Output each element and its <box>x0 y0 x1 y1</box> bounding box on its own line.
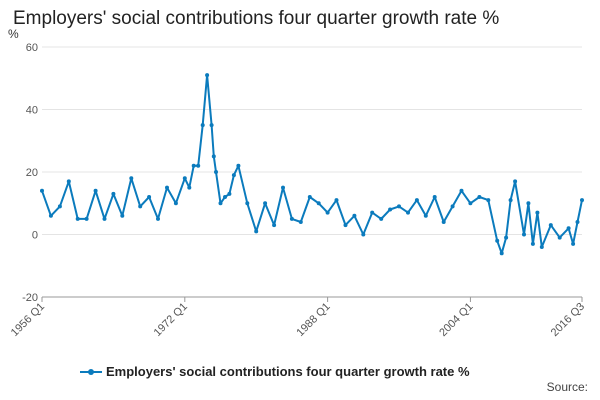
data-point-4 <box>75 216 80 221</box>
data-point-7 <box>102 216 107 221</box>
data-point-62 <box>513 179 518 184</box>
data-point-45 <box>379 216 384 221</box>
series-line-0 <box>41 74 583 255</box>
data-point-64 <box>526 201 531 206</box>
data-point-48 <box>406 210 410 215</box>
data-point-11 <box>138 204 143 209</box>
data-point-14 <box>165 185 169 190</box>
data-point-49 <box>414 198 419 203</box>
legend-label: Employers' social contributions four qua… <box>106 364 470 379</box>
data-point-58 <box>495 238 500 243</box>
data-point-24 <box>214 170 218 174</box>
data-point-8 <box>111 191 116 196</box>
data-point-66 <box>535 210 540 215</box>
data-point-59 <box>499 251 504 256</box>
data-point-69 <box>557 235 562 240</box>
gridlines <box>42 46 582 298</box>
data-point-61 <box>508 198 513 203</box>
x-tick-label-0: 1956 Q1 <box>9 301 47 339</box>
data-point-17 <box>187 185 192 190</box>
y-tick-label-1: 0 <box>32 230 38 242</box>
data-point-0 <box>40 188 44 193</box>
data-point-19 <box>196 163 201 168</box>
data-point-60 <box>504 235 509 240</box>
data-point-40 <box>334 198 339 203</box>
y-tick-label-0: -20 <box>22 292 38 304</box>
legend-line-marker-icon <box>80 366 102 378</box>
data-point-71 <box>571 241 576 246</box>
data-point-65 <box>530 241 535 246</box>
data-point-1 <box>48 213 53 218</box>
data-point-53 <box>450 204 455 209</box>
y-tick-label-4: 60 <box>26 42 38 54</box>
data-point-20 <box>200 123 205 128</box>
series-group <box>40 73 584 256</box>
data-point-39 <box>325 210 330 215</box>
data-point-30 <box>245 201 250 206</box>
data-point-12 <box>147 195 152 199</box>
data-point-55 <box>468 201 473 206</box>
data-point-10 <box>129 176 134 181</box>
data-point-27 <box>227 191 232 196</box>
data-point-52 <box>441 220 446 224</box>
x-tick-label-4: 2016 Q3 <box>549 301 587 339</box>
data-point-43 <box>361 232 366 237</box>
data-point-72 <box>575 220 580 224</box>
data-point-9 <box>120 213 125 218</box>
data-point-23 <box>211 154 216 159</box>
data-point-26 <box>223 195 227 199</box>
data-point-70 <box>566 226 571 231</box>
x-axis: 1956 Q1 1972 Q1 1988 Q1 2004 Q1 2016 Q3 <box>9 296 587 339</box>
data-point-29 <box>236 163 241 168</box>
data-point-21 <box>205 73 210 78</box>
data-point-42 <box>352 213 357 218</box>
y-tick-label-2: 20 <box>26 167 38 179</box>
data-point-32 <box>263 201 268 206</box>
data-point-54 <box>459 188 464 193</box>
data-point-51 <box>432 195 437 199</box>
data-point-3 <box>66 179 71 184</box>
data-point-50 <box>423 213 428 218</box>
x-tick-label-3: 2004 Q1 <box>437 301 475 339</box>
chart-title: Employers' social contributions four qua… <box>13 8 500 29</box>
data-point-41 <box>343 223 348 228</box>
x-tick-label-1: 1972 Q1 <box>152 301 190 339</box>
data-point-13 <box>156 216 160 221</box>
data-point-15 <box>173 201 178 206</box>
data-point-37 <box>307 195 312 199</box>
data-point-31 <box>254 229 259 234</box>
data-point-25 <box>218 201 223 206</box>
data-point-47 <box>397 204 401 209</box>
data-point-57 <box>486 198 491 203</box>
legend[interactable]: Employers' social contributions four qua… <box>80 364 470 379</box>
x-tick-label-2: 1988 Q1 <box>294 301 332 339</box>
data-point-16 <box>182 176 187 181</box>
data-point-73 <box>580 198 584 203</box>
data-point-35 <box>289 216 294 221</box>
data-point-44 <box>370 210 375 215</box>
data-point-56 <box>477 195 482 199</box>
data-point-67 <box>539 245 544 249</box>
data-point-6 <box>93 188 98 193</box>
data-point-36 <box>298 220 303 224</box>
data-point-68 <box>548 223 553 228</box>
y-tick-labels: -20 0 20 40 60 <box>22 42 38 304</box>
y-axis-unit-label: % <box>8 27 19 41</box>
data-point-5 <box>84 216 89 221</box>
source-label: Source: <box>546 380 588 394</box>
data-point-33 <box>272 223 277 228</box>
data-point-2 <box>57 204 62 209</box>
data-point-28 <box>231 173 236 178</box>
data-point-34 <box>281 185 285 190</box>
data-point-22 <box>209 123 214 128</box>
data-point-38 <box>316 201 321 206</box>
data-point-46 <box>388 207 393 212</box>
data-point-18 <box>191 163 196 168</box>
data-point-63 <box>522 232 526 237</box>
y-tick-label-3: 40 <box>26 105 38 117</box>
